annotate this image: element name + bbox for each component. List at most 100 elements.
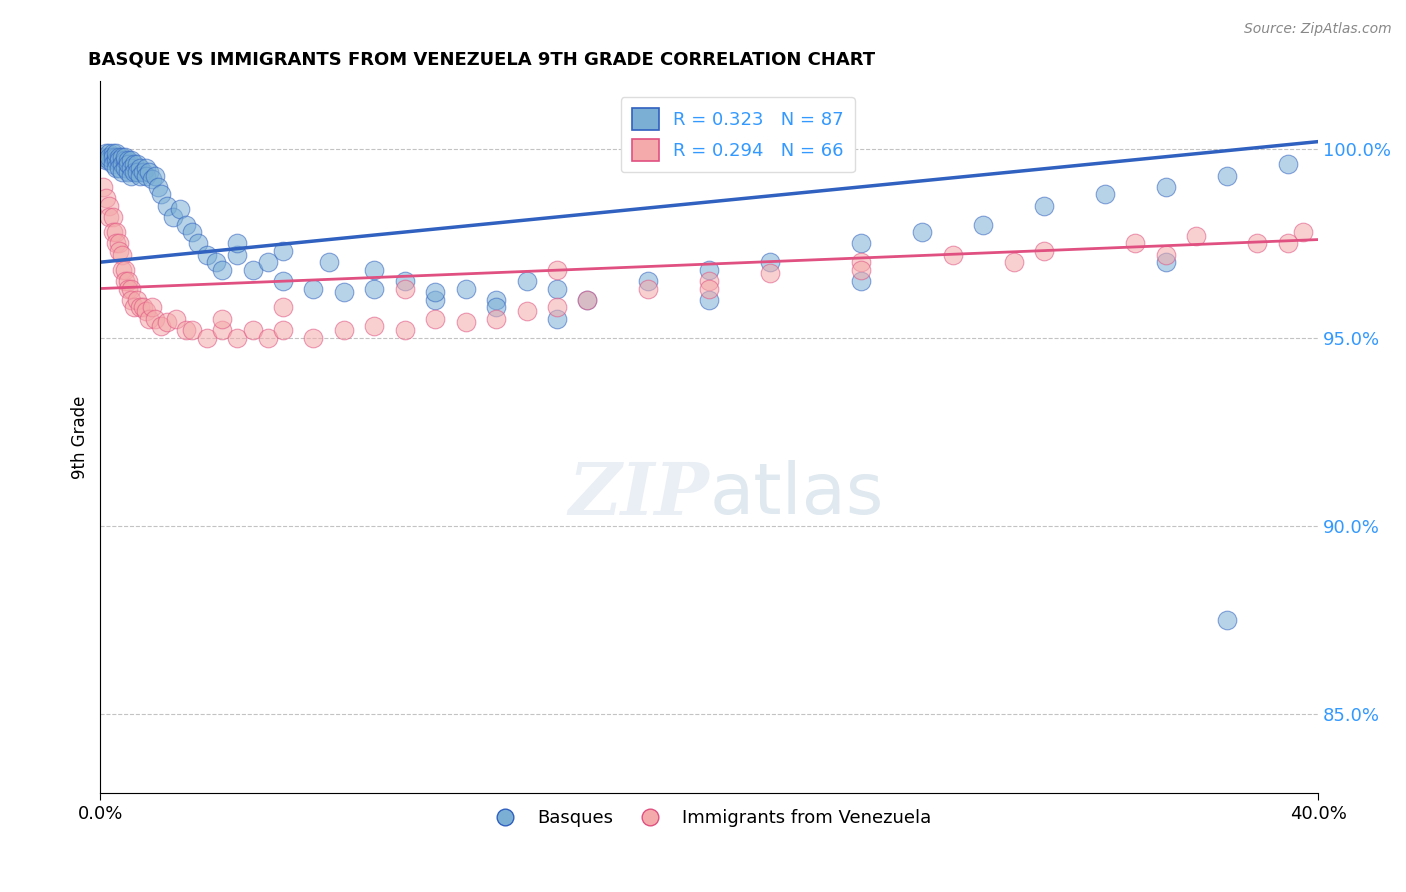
Point (150, 187, 173, 202)
Point (101, 157, 124, 171)
Point (697, 293, 720, 307)
Point (129, 161, 152, 175)
Point (114, 161, 136, 175)
Point (226, 330, 249, 344)
Text: Source: ZipAtlas.com: Source: ZipAtlas.com (1244, 22, 1392, 37)
Point (107, 150, 129, 164)
Point (759, 255, 782, 269)
Point (211, 323, 233, 337)
Point (1185, 228, 1208, 243)
Point (546, 262, 568, 277)
Point (454, 281, 477, 295)
Point (1002, 255, 1025, 269)
Point (1154, 179, 1177, 194)
Point (125, 157, 148, 171)
Point (96, 153, 118, 168)
Point (117, 153, 139, 168)
Point (1216, 169, 1239, 183)
Point (911, 225, 934, 239)
Point (114, 150, 136, 164)
Point (1216, 613, 1239, 627)
Legend: Basques, Immigrants from Venezuela: Basques, Immigrants from Venezuela (479, 802, 939, 834)
Point (132, 301, 155, 315)
Point (851, 236, 873, 251)
Point (111, 165, 134, 179)
Point (107, 153, 129, 168)
Point (122, 157, 145, 171)
Point (1292, 225, 1315, 239)
Point (98, 150, 121, 164)
Point (111, 262, 134, 277)
Point (104, 161, 127, 175)
Point (271, 244, 294, 258)
Point (143, 169, 166, 183)
Point (96, 145, 118, 160)
Point (122, 301, 145, 315)
Point (211, 311, 233, 326)
Point (107, 236, 129, 251)
Point (637, 274, 659, 288)
Point (425, 285, 447, 300)
Point (141, 301, 163, 315)
Point (851, 255, 873, 269)
Point (697, 274, 720, 288)
Point (104, 150, 127, 164)
Point (1033, 244, 1056, 258)
Point (114, 274, 136, 288)
Point (120, 153, 142, 168)
Point (104, 153, 127, 168)
Point (226, 247, 249, 261)
Point (302, 281, 325, 295)
Point (98, 210, 121, 224)
Point (122, 165, 145, 179)
Point (107, 161, 129, 175)
Point (256, 330, 278, 344)
Point (111, 150, 134, 164)
Point (256, 255, 278, 269)
Point (138, 311, 160, 326)
Point (851, 262, 873, 277)
Point (174, 218, 197, 232)
Point (485, 293, 508, 307)
Point (333, 323, 356, 337)
Point (156, 315, 179, 329)
Point (111, 157, 134, 171)
Point (759, 267, 782, 281)
Point (114, 153, 136, 168)
Point (162, 210, 184, 224)
Point (205, 255, 228, 269)
Point (1094, 187, 1116, 202)
Point (242, 323, 264, 337)
Point (1277, 236, 1299, 251)
Point (104, 236, 127, 251)
Point (1154, 255, 1177, 269)
Point (132, 165, 155, 179)
Point (187, 236, 209, 251)
Point (125, 293, 148, 307)
Point (1154, 247, 1177, 261)
Point (1125, 236, 1147, 251)
Point (546, 311, 568, 326)
Point (211, 262, 233, 277)
Point (169, 202, 191, 217)
Point (516, 274, 538, 288)
Point (120, 169, 142, 183)
Point (117, 157, 139, 171)
Point (972, 218, 994, 232)
Point (485, 301, 508, 315)
Point (156, 199, 179, 213)
Point (226, 236, 249, 251)
Point (111, 247, 134, 261)
Point (180, 225, 202, 239)
Text: BASQUE VS IMMIGRANTS FROM VENEZUELA 9TH GRADE CORRELATION CHART: BASQUE VS IMMIGRANTS FROM VENEZUELA 9TH … (89, 51, 876, 69)
Point (851, 274, 873, 288)
Point (1277, 157, 1299, 171)
Point (129, 301, 152, 315)
Text: ZIP: ZIP (568, 458, 709, 530)
Point (150, 319, 173, 334)
Point (104, 145, 127, 160)
Point (302, 330, 325, 344)
Point (546, 301, 568, 315)
Point (101, 150, 124, 164)
Point (93, 179, 115, 194)
